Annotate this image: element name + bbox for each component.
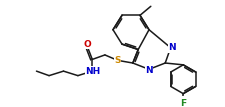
- Text: F: F: [179, 99, 185, 107]
- Text: N: N: [144, 66, 152, 75]
- Text: N: N: [168, 43, 176, 52]
- Text: NH: NH: [85, 67, 100, 76]
- Text: S: S: [114, 56, 120, 65]
- Text: O: O: [83, 40, 90, 49]
